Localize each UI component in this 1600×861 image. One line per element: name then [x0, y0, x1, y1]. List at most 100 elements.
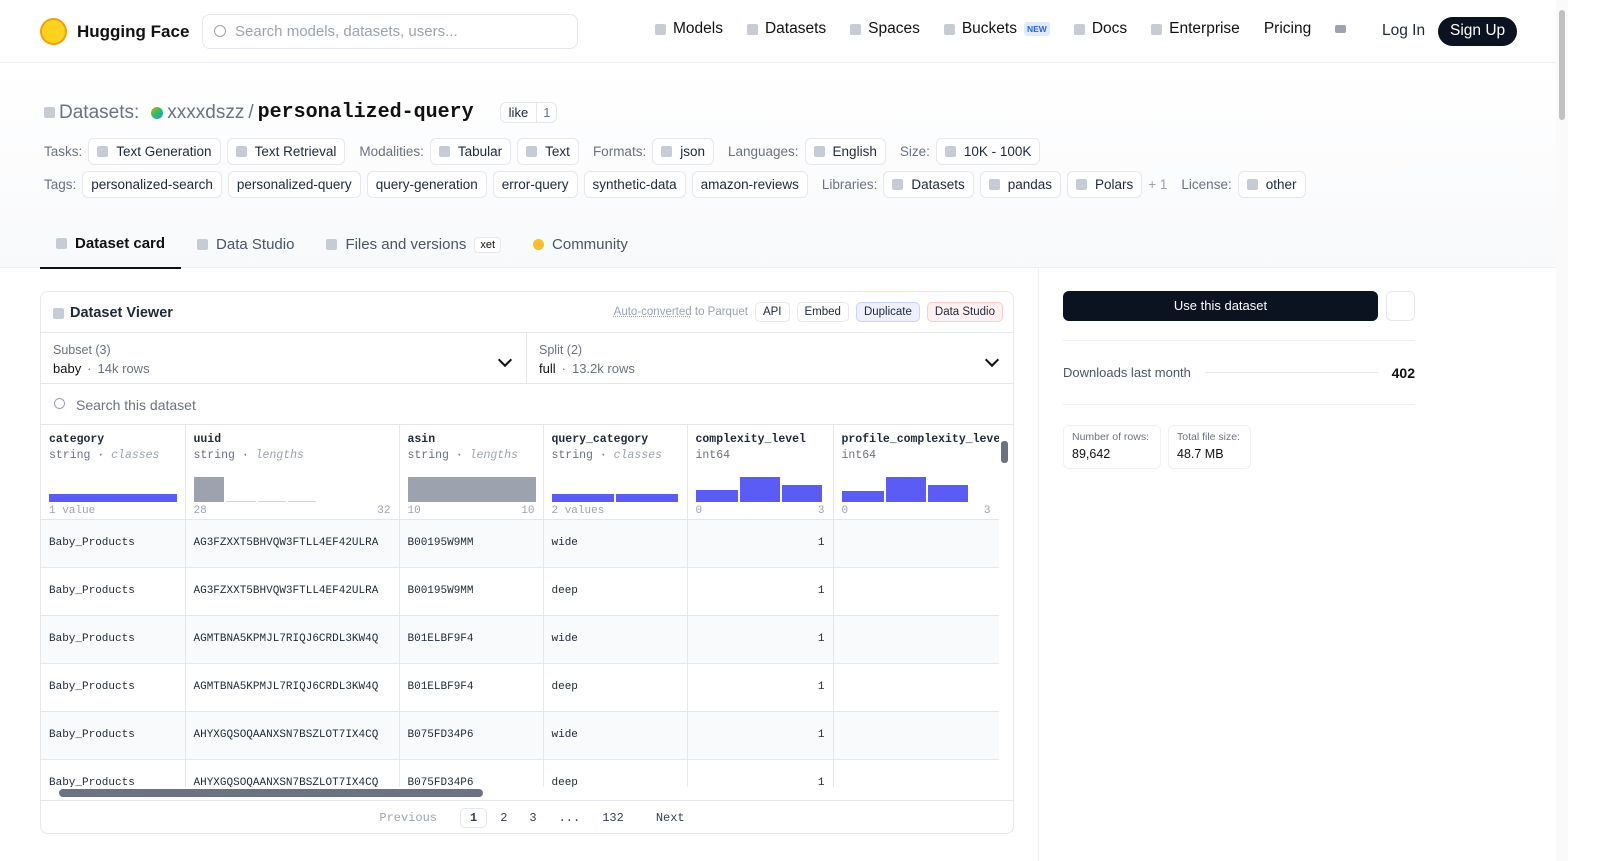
chip[interactable]: personalized-search [82, 171, 222, 198]
more: + 1 [1148, 177, 1168, 192]
split-value: full [539, 361, 556, 376]
chip[interactable]: Text Retrieval [226, 138, 346, 165]
brand[interactable]: Hugging Face [40, 18, 189, 45]
data-row[interactable]: Baby_Products AG3FZXXT5BHVQW3FTLL4EF42ULR… [41, 567, 999, 616]
chip[interactable]: other [1237, 171, 1306, 198]
chip-text: personalized-search [91, 177, 213, 192]
column-type: string · classes [49, 449, 177, 462]
cell [833, 663, 999, 712]
split-select[interactable]: Split (2) full · 13.2k rows [527, 332, 1013, 384]
icon [943, 23, 955, 35]
login[interactable]: Log In [1382, 22, 1426, 39]
chip[interactable]: error-query [492, 171, 578, 198]
rows-label: Number of rows: [1072, 431, 1150, 443]
icon [97, 146, 109, 157]
previous[interactable]: Previous [379, 810, 437, 825]
column-header[interactable]: profile_complexity_level int64 0 3 [833, 425, 999, 520]
data-row[interactable]: Baby_Products AG3FZXXT5BHVQW3FTLL4EF42ULR… [41, 519, 999, 568]
viewer-button[interactable]: Embed [796, 302, 849, 322]
chip[interactable]: 10K - 100K [935, 138, 1041, 165]
nav-link[interactable]: Pricing [1264, 20, 1311, 38]
column-header[interactable]: asin string · lengths 10 10 [399, 425, 544, 520]
chip[interactable]: pandas [979, 171, 1061, 198]
owner[interactable]: xxxxdszz [167, 101, 245, 123]
nav-link[interactable]: Buckets NEW [943, 20, 1050, 38]
cell [833, 615, 999, 664]
chip[interactable]: Text [517, 138, 579, 165]
sep: · [561, 361, 566, 376]
chip[interactable]: personalized-query [227, 171, 361, 198]
chip[interactable]: Datasets [883, 171, 974, 198]
page[interactable]: 1 [459, 807, 488, 828]
tab[interactable]: Files and versions xet [310, 230, 517, 269]
nav-link[interactable]: Models [655, 20, 723, 38]
chip[interactable]: English [804, 138, 886, 165]
stat-left: 1 value [49, 504, 96, 517]
column-name: category [49, 433, 105, 446]
page[interactable]: 132 [602, 810, 624, 825]
page[interactable]: ... [558, 810, 581, 825]
chip[interactable]: query-generation [366, 171, 487, 198]
page-scrollbar[interactable] [1556, 0, 1568, 861]
viewer-button[interactable]: API [754, 302, 790, 322]
tab-text: Data Studio [216, 236, 295, 253]
nav-link[interactable]: Docs [1073, 20, 1127, 38]
type: string [551, 449, 593, 462]
cell: B00195W9MM [399, 519, 544, 568]
data-row[interactable]: Baby_Products AHYXGQSOQAANXSN7BSZLOT7IX4C… [41, 711, 999, 760]
chip[interactable]: Tabular [429, 138, 512, 165]
column-header[interactable]: complexity_level int64 0 3 [687, 425, 834, 520]
use-dataset[interactable]: Use this dataset [1063, 291, 1378, 321]
viewer-button[interactable]: Duplicate [855, 302, 920, 322]
more-menu[interactable] [1386, 291, 1415, 321]
icon [44, 107, 55, 118]
tab[interactable]: Dataset card [40, 230, 182, 269]
hist-bar [781, 484, 822, 502]
signup[interactable]: Sign Up [1438, 17, 1518, 46]
viewer-button[interactable]: Data Studio [926, 302, 1003, 322]
nav-link[interactable]: Datasets [746, 20, 826, 38]
tab[interactable]: Data Studio [181, 230, 310, 269]
data-row[interactable]: Baby_Products AGMTBNA5KPMJL7RIQJ6CRDL3KW4… [41, 615, 999, 664]
column-header[interactable]: uuid string · lengths 28 32 [185, 425, 400, 520]
nav-link[interactable]: Enterprise [1151, 20, 1240, 38]
chip[interactable]: json [652, 138, 714, 165]
column-header[interactable]: category string · classes 1 value [41, 425, 186, 520]
like-button[interactable]: like 1 [499, 102, 558, 123]
page[interactable]: 3 [529, 810, 537, 825]
meta-row: Tasks: Text Generation Text Retrieval Modal… [44, 138, 1041, 165]
data-row[interactable]: Baby_Products AGMTBNA5KPMJL7RIQJ6CRDL3KW4… [41, 663, 999, 712]
dataset-search[interactable]: Search this dataset [41, 384, 1013, 425]
column-stats: 10 10 [408, 505, 535, 517]
nav-link[interactable]: Spaces [850, 20, 920, 38]
subset-value-row: baby · 14k rows [53, 361, 514, 376]
column-type: string · lengths [194, 449, 391, 462]
cell: wide [543, 615, 688, 664]
repo-name[interactable]: personalized-query [257, 101, 474, 124]
h-scrollbar[interactable] [59, 789, 483, 797]
chip[interactable]: Polars [1067, 171, 1143, 198]
v-scrollbar[interactable] [1001, 435, 1009, 775]
menu[interactable] [1335, 25, 1347, 33]
chip[interactable]: amazon-reviews [691, 171, 808, 198]
search-box[interactable]: Search models, datasets, users... [202, 14, 578, 49]
chip[interactable]: Text Generation [88, 138, 221, 165]
subset-select[interactable]: Subset (3) baby · 14k rows [41, 332, 527, 384]
chip[interactable]: synthetic-data [583, 171, 686, 198]
chip-text: personalized-query [236, 177, 352, 192]
page[interactable]: 2 [500, 810, 508, 825]
prefix[interactable]: Datasets: [59, 101, 140, 123]
cell: AGMTBNA5KPMJL7RIQJ6CRDL3KW4Q [185, 615, 400, 664]
cell [833, 711, 999, 760]
data-row[interactable]: Baby_Products AHYXGQSOQAANXSN7BSZLOT7IX4C… [41, 759, 999, 787]
cell: 1 [687, 663, 834, 712]
auto-link[interactable]: Auto-converted [613, 306, 692, 318]
column-stats: 28 32 [194, 505, 391, 517]
next[interactable]: Next [655, 810, 685, 825]
hist-bar [49, 493, 177, 502]
hist-bar [739, 476, 780, 502]
size-value: 48.7 MB [1177, 447, 1224, 461]
column-header[interactable]: query_category string · classes 2 values [543, 425, 688, 520]
tab[interactable]: Community [517, 230, 644, 269]
